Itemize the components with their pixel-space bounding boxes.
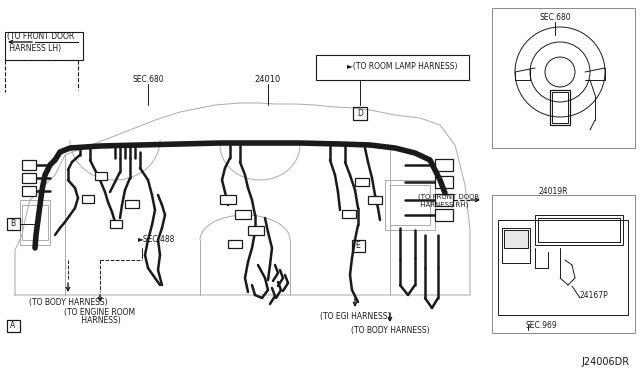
- Bar: [535, 215, 623, 245]
- Text: 24167P: 24167P: [580, 291, 609, 299]
- Bar: [435, 209, 453, 221]
- Bar: [22, 160, 36, 170]
- Bar: [435, 194, 453, 206]
- Text: SEC.680: SEC.680: [132, 76, 164, 84]
- Bar: [248, 226, 264, 235]
- Bar: [498, 220, 628, 315]
- Text: SEC.680: SEC.680: [539, 13, 571, 22]
- Bar: [352, 240, 365, 252]
- Bar: [5, 32, 83, 60]
- Text: B: B: [10, 219, 15, 228]
- Text: HARNESS): HARNESS): [79, 315, 121, 324]
- Bar: [435, 159, 453, 171]
- Bar: [385, 180, 435, 230]
- Bar: [22, 186, 36, 196]
- Bar: [235, 210, 251, 219]
- Bar: [220, 195, 236, 204]
- Bar: [355, 178, 369, 186]
- Text: ►SEC.488: ►SEC.488: [138, 235, 175, 244]
- Bar: [492, 8, 635, 148]
- Text: 24019R: 24019R: [538, 187, 568, 196]
- Text: (TO EGI HARNESS): (TO EGI HARNESS): [320, 311, 390, 321]
- Bar: [435, 176, 453, 188]
- Bar: [390, 185, 430, 225]
- Text: HARNESS LH): HARNESS LH): [7, 44, 61, 52]
- Bar: [82, 195, 94, 203]
- Bar: [550, 90, 570, 125]
- Bar: [502, 228, 530, 263]
- Text: 24010: 24010: [255, 76, 281, 84]
- Bar: [368, 196, 382, 204]
- Bar: [7, 320, 20, 332]
- Bar: [228, 240, 242, 248]
- Bar: [316, 55, 469, 80]
- Bar: [20, 200, 50, 245]
- Bar: [353, 107, 367, 120]
- Bar: [342, 210, 356, 218]
- Text: HARNESS RH): HARNESS RH): [418, 202, 468, 208]
- Bar: [504, 230, 528, 248]
- Bar: [110, 220, 122, 228]
- Text: D: D: [357, 109, 363, 118]
- Text: SEC.969: SEC.969: [525, 321, 557, 330]
- Bar: [22, 205, 48, 240]
- Bar: [22, 173, 36, 183]
- Text: J24006DR: J24006DR: [582, 357, 630, 367]
- Text: (TO BODY HARNESS): (TO BODY HARNESS): [29, 298, 108, 307]
- Text: ►(TO ROOM LAMP HARNESS): ►(TO ROOM LAMP HARNESS): [347, 62, 457, 71]
- Bar: [95, 172, 107, 180]
- Text: A: A: [10, 321, 15, 330]
- Bar: [552, 92, 568, 123]
- Bar: [492, 195, 635, 333]
- Bar: [538, 218, 620, 242]
- Text: (TO FRONT DOOR: (TO FRONT DOOR: [418, 194, 479, 200]
- Bar: [7, 218, 20, 230]
- Text: (TO BODY HARNESS): (TO BODY HARNESS): [351, 326, 429, 334]
- Text: (TO FRONT DOOR: (TO FRONT DOOR: [7, 32, 74, 42]
- Text: (TO ENGINE ROOM: (TO ENGINE ROOM: [65, 308, 136, 317]
- Text: E: E: [356, 241, 360, 250]
- Bar: [125, 200, 139, 208]
